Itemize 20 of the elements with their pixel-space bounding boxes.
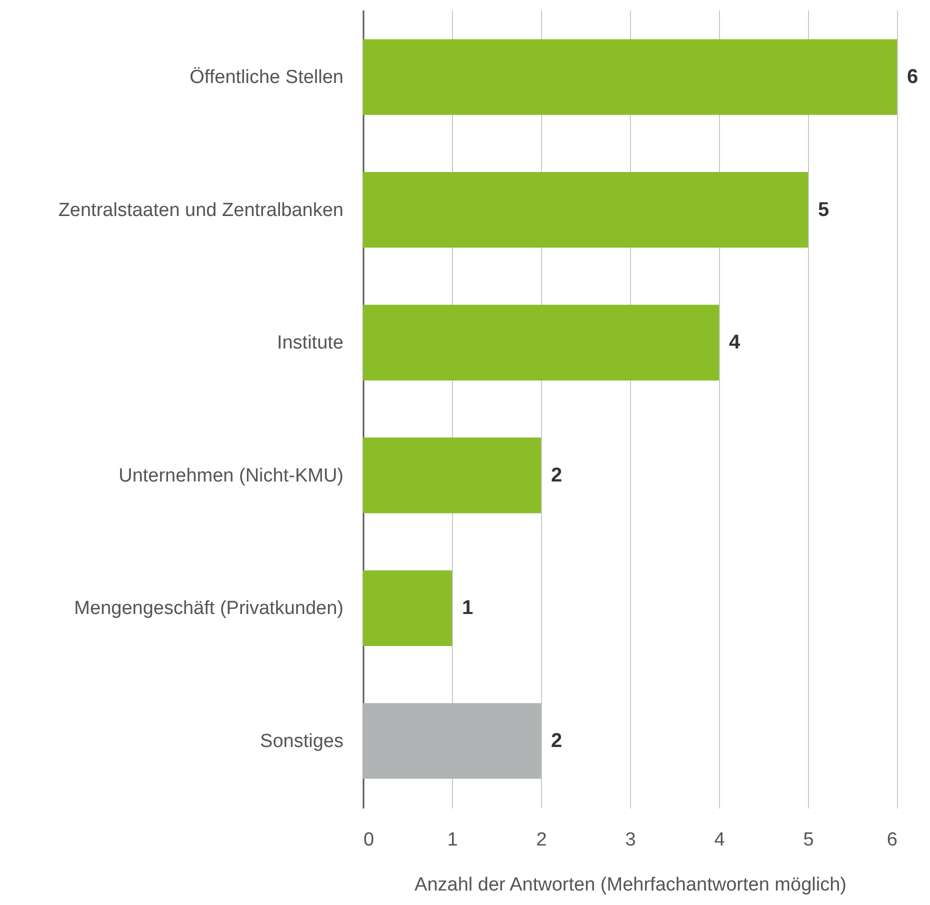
x-tick-label: 3	[625, 830, 636, 850]
y-tick-label: Institute	[276, 332, 344, 354]
x-tick-label: 1	[447, 830, 458, 850]
x-axis-title: Anzahl der Antworten (Mehrfachantworten möglich)	[414, 874, 846, 896]
x-tick-label: 6	[886, 830, 898, 850]
data-label: 6	[907, 66, 918, 88]
y-tick-label: Zentralstaaten und Zentralbanken	[58, 200, 344, 221]
x-tick-label: 4	[714, 830, 726, 850]
data-label: 1	[462, 597, 474, 620]
x-tick-label: 0	[364, 830, 374, 850]
x-tick-label: 5	[803, 830, 814, 850]
data-label: 2	[551, 730, 562, 752]
x-tick-label: 2	[536, 830, 547, 850]
y-tick-label: Öffentliche Stellen	[190, 67, 344, 88]
y-tick-label: Mengengeschäft (Privatkunden)	[74, 598, 344, 620]
data-label: 4	[729, 332, 741, 354]
data-label: 5	[818, 198, 830, 221]
y-tick-label: Unternehmen (Nicht-KMU)	[118, 465, 344, 486]
data-label: 2	[551, 464, 562, 486]
y-tick-label: Sonstiges	[260, 730, 344, 752]
